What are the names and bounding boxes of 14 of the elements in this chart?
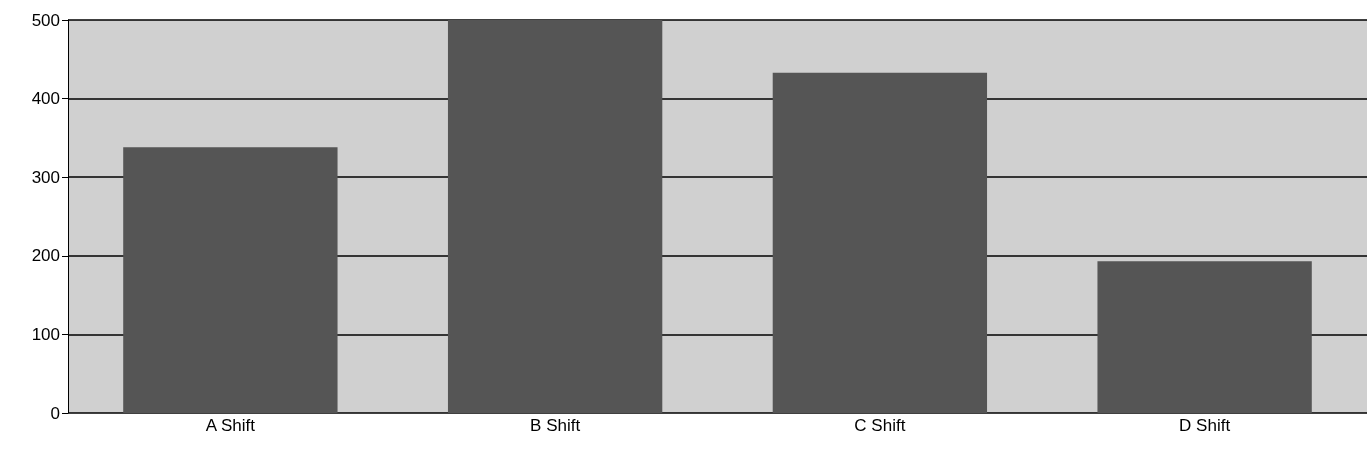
- bar: [1097, 261, 1312, 413]
- x-tick-label: C Shift: [854, 416, 906, 435]
- bar: [772, 72, 988, 413]
- x-tick-label: B Shift: [530, 416, 581, 435]
- x-tick-label: A Shift: [205, 416, 256, 435]
- y-tick-label: 500: [31, 10, 60, 30]
- y-tick-label: 400: [31, 89, 60, 109]
- bar: [123, 147, 338, 413]
- x-tick-label: D Shift: [1179, 416, 1231, 435]
- y-tick-label: 100: [31, 324, 60, 344]
- y-tick-label: 200: [31, 246, 60, 266]
- y-tick-label: 0: [50, 403, 60, 423]
- y-tick-label: 300: [31, 167, 60, 187]
- bar: [447, 20, 663, 413]
